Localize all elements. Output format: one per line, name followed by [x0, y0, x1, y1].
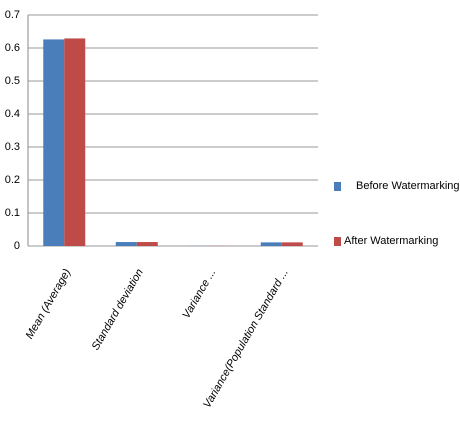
y-tick-label: 0.7	[5, 9, 20, 21]
bar	[43, 39, 65, 246]
y-tick-label: 0.1	[5, 207, 20, 219]
y-tick-label: 0	[14, 240, 20, 252]
x-tick-label: Mean (Average)	[24, 267, 74, 341]
x-tick-label: Variance ...	[180, 267, 218, 321]
y-tick-label: 0.4	[5, 108, 20, 120]
bar	[260, 242, 282, 246]
legend-swatch	[334, 182, 341, 191]
bar	[281, 242, 303, 246]
y-tick-label: 0.5	[5, 75, 20, 87]
legend-label: Before Watermarking	[356, 180, 460, 192]
x-tick-label: Variance(Population Standard ...	[201, 267, 291, 410]
bar	[64, 38, 86, 247]
y-tick-label: 0.2	[5, 174, 20, 186]
bar	[136, 242, 158, 246]
legend-label: After Watermarking	[344, 235, 438, 247]
legend-swatch	[334, 237, 341, 246]
y-tick-label: 0.6	[5, 42, 20, 54]
bar	[115, 242, 137, 246]
y-tick-label: 0.3	[5, 141, 20, 153]
x-tick-label: Standard deviation	[90, 267, 146, 352]
